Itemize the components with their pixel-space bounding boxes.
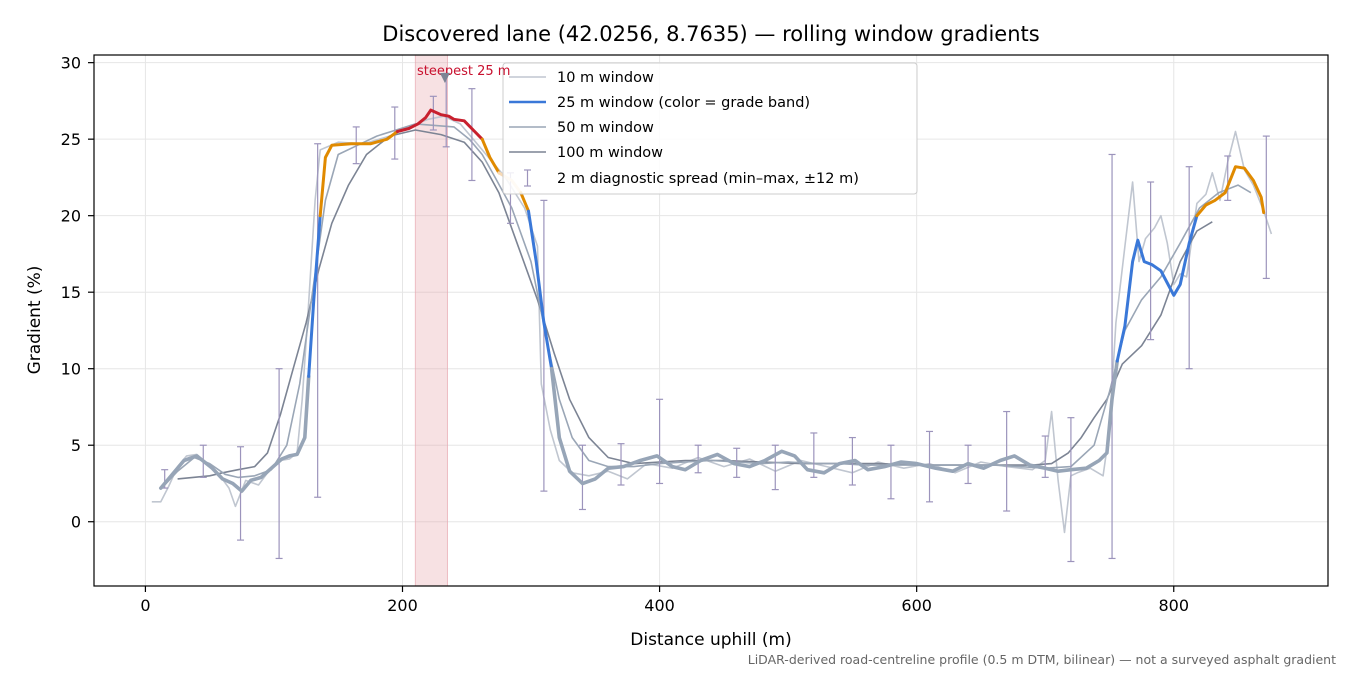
steepest-peak-marker [439,72,450,83]
series-25m-segment [527,209,554,371]
series-25m-segment [519,191,530,213]
diagnostic-errorbar [1041,435,1049,478]
series-10m-line [151,115,1273,534]
diagnostic-errorbar [1262,135,1270,280]
series-25m-segment [1115,214,1199,363]
series-25m-segment [307,214,322,378]
series-25m-segment [549,359,1119,486]
diagnostic-errorbar [429,95,437,131]
steepest-band [414,54,448,587]
series-25m-segment [395,108,484,141]
y-tick-label: 30 [61,54,81,73]
diagnostic-errorbar [314,143,322,498]
x-tick-label: 400 [644,596,675,615]
diagnostic-errorbar [1067,417,1075,563]
diagnostic-errorbar [887,444,895,500]
diagnostic-errorbar [1147,181,1155,341]
series-25m-segment [480,137,501,175]
y-tick-label: 15 [61,283,81,302]
y-tick-label: 25 [61,130,81,149]
diagnostic-errorbar [1185,166,1193,370]
y-tick-label: 5 [71,436,81,455]
x-tick-label: 800 [1158,596,1189,615]
footnote: LiDAR-derived road-centreline profile (0… [748,652,1336,667]
diagnostic-errorbar [1224,155,1232,201]
legend-label-100m: 100 m window [557,145,663,161]
diagnostic-errorbar [771,444,779,491]
series-100m-line [177,129,1213,480]
legend-label-diagnostic: 2 m diagnostic spread (min–max, ±12 m) [557,171,859,187]
legend-label-25m: 25 m window (color = grade band) [557,95,810,111]
diagnostic-errorbar [578,444,586,511]
y-tick-label: 10 [61,360,81,379]
diagnostic-errorbar [656,398,664,485]
x-axis-label: Distance uphill (m) [630,630,791,650]
diagnostic-errorbar [468,88,476,182]
x-tick-label: 600 [901,596,932,615]
diagnostic-errorbar [1003,410,1011,512]
legend-swatch-errorbar [524,169,531,187]
legend: 10 m window 25 m window (color = grade b… [502,62,918,195]
x-tick-label: 0 [140,596,150,615]
diagnostic-errorbar [617,443,625,486]
x-axis: 0 200 400 600 800 [140,586,1189,615]
diagnostic-errorbar [1108,153,1116,560]
steepest-label: steepest 25 m [417,64,510,79]
legend-label-50m: 50 m window [557,120,654,136]
diagnostic-errorbar [237,446,245,541]
plot-area [151,72,1273,563]
series-25m-segment [318,130,399,218]
y-tick-label: 0 [71,513,81,532]
diagnostic-errorbar [694,444,702,474]
legend-label-10m: 10 m window [557,70,654,86]
y-axis-label: Gradient (%) [25,266,45,375]
plot-frame [93,54,1329,587]
steepest-window [414,54,448,587]
x-tick-label: 200 [387,596,418,615]
series-25m-segment [159,374,311,493]
chart-title: Discovered lane (42.0256, 8.7635) — roll… [382,22,1039,46]
y-tick-label: 20 [61,207,81,226]
y-axis: 0 5 10 15 20 25 30 [61,54,94,532]
diagnostic-errorbar [540,199,548,492]
series-25m-segment [1195,165,1266,218]
legend-box [502,62,918,195]
